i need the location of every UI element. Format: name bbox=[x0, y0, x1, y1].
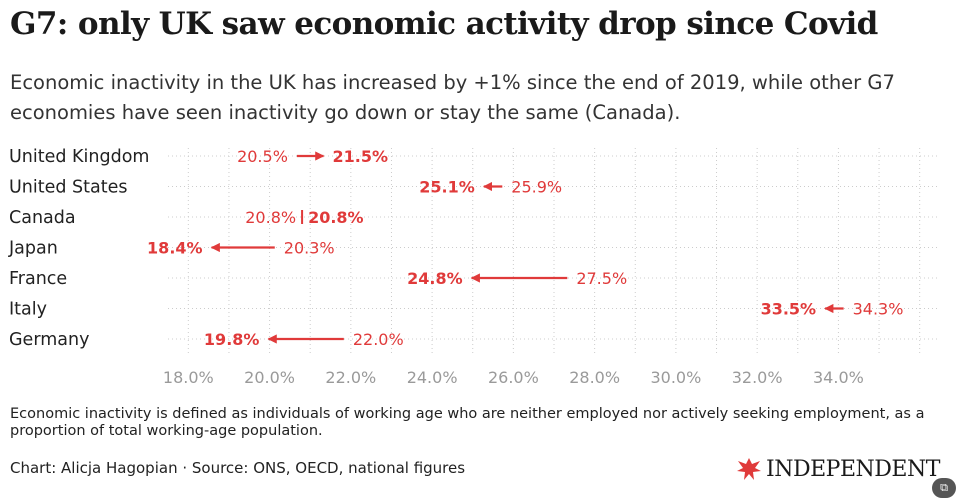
definition-note: Economic inactivity is defined as indivi… bbox=[10, 406, 925, 439]
value-label-end: 20.8% bbox=[308, 208, 364, 227]
value-label-start: 20.8% bbox=[245, 208, 296, 227]
category-label: Japan bbox=[8, 239, 58, 259]
x-axis: 18.0% 20.0% 22.0% 24.0% 26.0% 28.0% 30.0% 32.0%… bbox=[163, 368, 864, 387]
value-label-start: 27.5% bbox=[576, 269, 627, 288]
source-credit: Chart: Alicja Hagopian · Source: ONS, OE… bbox=[10, 459, 466, 477]
value-label-end: 19.8% bbox=[204, 330, 260, 349]
value-label-end: 25.1% bbox=[419, 178, 475, 197]
value-label-start: 20.3% bbox=[284, 239, 335, 258]
chart-title: G7: only UK saw economic activity drop s… bbox=[10, 6, 878, 42]
data-marks: 20.5% 21.5% 25.9% 25.1% 20.8% 20.8% 20.3% 18.4%… bbox=[147, 147, 903, 349]
independent-logo[interactable]: INDEPENDENT bbox=[736, 451, 940, 487]
category-label: United Kingdom bbox=[9, 147, 149, 167]
value-label-start: 22.0% bbox=[353, 330, 404, 349]
eagle-icon bbox=[737, 458, 761, 480]
category-label: Italy bbox=[9, 300, 47, 320]
x-tick-label: 32.0% bbox=[732, 368, 783, 387]
country-labels: United Kingdom United States Canada Japan Fr… bbox=[8, 147, 149, 350]
arrow-chart: United Kingdom United States Canada Japan Fr… bbox=[8, 147, 940, 387]
value-label-end: 24.8% bbox=[407, 269, 463, 288]
category-label: France bbox=[9, 269, 67, 289]
value-label-start: 25.9% bbox=[511, 178, 562, 197]
value-label-end: 18.4% bbox=[147, 239, 203, 258]
x-tick-label: 34.0% bbox=[813, 368, 864, 387]
value-label-start: 20.5% bbox=[237, 147, 288, 166]
value-label-end: 33.5% bbox=[761, 300, 817, 319]
x-tick-label: 18.0% bbox=[163, 368, 214, 387]
x-tick-label: 28.0% bbox=[569, 368, 620, 387]
category-label: Germany bbox=[9, 330, 89, 350]
translate-button[interactable]: ⧉ bbox=[932, 478, 956, 498]
x-tick-label: 30.0% bbox=[650, 368, 701, 387]
logo-wordmark: INDEPENDENT bbox=[766, 456, 940, 482]
value-label-end: 21.5% bbox=[333, 147, 389, 166]
chart-subtitle: Economic inactivity in the UK has increa… bbox=[10, 71, 895, 124]
x-tick-label: 26.0% bbox=[488, 368, 539, 387]
category-label: United States bbox=[9, 178, 128, 198]
x-tick-label: 24.0% bbox=[407, 368, 458, 387]
category-label: Canada bbox=[9, 208, 76, 228]
value-label-start: 34.3% bbox=[853, 300, 904, 319]
x-tick-label: 20.0% bbox=[244, 368, 295, 387]
x-tick-label: 22.0% bbox=[325, 368, 376, 387]
